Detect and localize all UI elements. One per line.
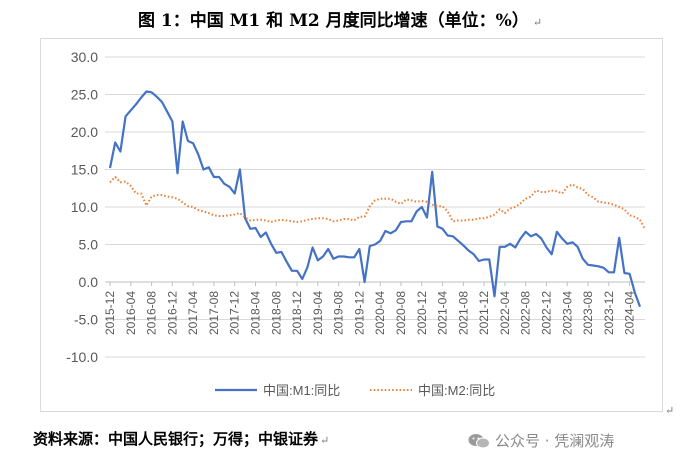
x-tick-label: 2016-12 xyxy=(165,291,179,335)
x-tick-label: 2020-08 xyxy=(394,291,408,335)
x-axis-labels: 2015-12 2016-04 2016-08 2016-12 2017-04 2017-… xyxy=(103,282,637,335)
x-tick-label: 2018-04 xyxy=(248,291,262,335)
paragraph-mark: ↵ xyxy=(532,16,543,29)
x-tick-label: 2019-08 xyxy=(332,291,346,335)
legend-label-m1: 中国:M1:同比 xyxy=(263,383,340,398)
x-tick-label: 2016-08 xyxy=(145,291,159,335)
x-tick-label: 2019-12 xyxy=(352,291,366,335)
y-tick-label: 5.0 xyxy=(79,237,99,253)
wechat-icon xyxy=(468,433,490,448)
x-tick-label: 2023-04 xyxy=(560,291,574,335)
y-axis-labels: 30.0 25.0 20.0 15.0 10.0 5.0 0.0 -5.0 -10.0 xyxy=(66,49,98,365)
m1-series-line xyxy=(108,90,642,308)
m2-series-line xyxy=(109,176,647,230)
legend-label-m2: 中国:M2:同比 xyxy=(418,383,495,398)
x-tick-label: 2023-08 xyxy=(581,291,595,335)
watermark-text: 公众号 · 凭澜观涛 xyxy=(495,432,615,450)
y-tick-label: 25.0 xyxy=(71,87,98,103)
y-tick-label: 15.0 xyxy=(71,162,98,178)
x-tick-label: 2020-04 xyxy=(373,291,387,335)
paragraph-mark-end: ↵ xyxy=(665,404,675,417)
x-tick-label: 2018-08 xyxy=(269,291,283,335)
x-tick-label: 2015-12 xyxy=(103,291,117,335)
x-tick-label: 2024-04 xyxy=(623,291,637,335)
x-tick-label: 2019-04 xyxy=(311,291,325,335)
source-note-text: 资料来源：中国人民银行；万得；中银证券 xyxy=(33,430,319,448)
source-note: 资料来源：中国人民银行；万得；中银证券 ↵ xyxy=(33,428,329,449)
chart-title-text: 图 1：中国 M1 和 M2 月度同比增速（单位：%） xyxy=(137,11,529,31)
x-tick-label: 2021-08 xyxy=(456,291,470,335)
x-tick-label: 2020-12 xyxy=(415,291,429,335)
y-tick-label: 10.0 xyxy=(71,199,98,215)
x-tick-label: 2023-12 xyxy=(602,291,616,335)
chart-frame xyxy=(40,38,663,412)
x-tick-label: 2021-04 xyxy=(436,291,450,335)
legend: 中国:M1:同比 中国:M2:同比 xyxy=(215,383,495,398)
x-tick-label: 2017-12 xyxy=(228,291,242,335)
watermark: 公众号 · 凭澜观涛 xyxy=(468,430,614,451)
chart-title: 图 1：中国 M1 和 M2 月度同比增速（单位：%） ↵ xyxy=(0,6,680,31)
x-tick-label: 2017-08 xyxy=(207,291,221,335)
paragraph-mark-footer: ↵ xyxy=(320,434,330,447)
gridlines xyxy=(105,56,645,358)
x-tick-label: 2022-04 xyxy=(498,291,512,335)
series-lines xyxy=(108,90,647,308)
y-tick-label: -10.0 xyxy=(66,349,98,365)
x-tick-label: 2022-12 xyxy=(539,291,553,335)
y-tick-label: 0.0 xyxy=(79,274,99,290)
x-tick-label: 2022-08 xyxy=(519,291,533,335)
x-tick-label: 2017-04 xyxy=(186,291,200,335)
x-tick-label: 2018-12 xyxy=(290,291,304,335)
x-tick-label: 2016-04 xyxy=(124,291,138,335)
x-tick-label: 2021-12 xyxy=(477,291,491,335)
y-tick-label: 20.0 xyxy=(71,124,98,140)
y-tick-label: 30.0 xyxy=(71,49,98,65)
y-tick-label: -5.0 xyxy=(74,312,98,328)
